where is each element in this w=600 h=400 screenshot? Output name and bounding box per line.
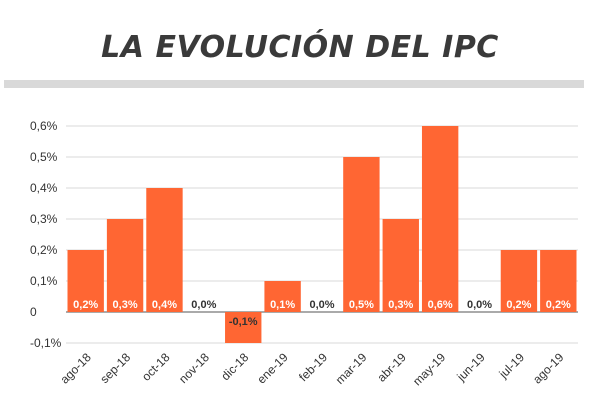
bar-jul-19 bbox=[500, 250, 538, 312]
x-tick-label: ago-19 bbox=[530, 350, 567, 387]
y-tick-label: 0,1% bbox=[30, 274, 58, 288]
y-tick-label: 0,6% bbox=[30, 119, 58, 133]
data-label: 0,5% bbox=[349, 299, 374, 311]
bar-ago-18 bbox=[67, 250, 104, 312]
bar-ago-19 bbox=[540, 250, 577, 312]
data-label: 0,2% bbox=[506, 299, 531, 311]
bar-may-19 bbox=[421, 126, 459, 312]
y-tick-label: 0,2% bbox=[30, 243, 58, 257]
x-tick-label: nov-18 bbox=[176, 350, 212, 386]
title-divider bbox=[4, 80, 584, 88]
chart-title: LA EVOLUCIÓN DEL IPC bbox=[101, 30, 499, 65]
data-label: 0,3% bbox=[388, 299, 413, 311]
bar-dic-18 bbox=[225, 312, 262, 343]
bar-ene-19 bbox=[264, 281, 301, 312]
bar-abr-19 bbox=[382, 219, 419, 312]
data-label: 0,1% bbox=[270, 299, 295, 311]
x-tick-label: mar-19 bbox=[333, 350, 370, 387]
y-tick-label: 0 bbox=[30, 305, 37, 319]
x-tick-label: may-19 bbox=[410, 350, 448, 388]
y-tick-label: 0,5% bbox=[30, 150, 58, 164]
data-label: 0,0% bbox=[191, 299, 216, 311]
x-tick-label: abr-19 bbox=[374, 350, 409, 385]
data-label: 0,2% bbox=[546, 299, 571, 311]
data-label: 0,0% bbox=[309, 299, 334, 311]
data-label: 0,6% bbox=[428, 299, 453, 311]
data-label: -0,1% bbox=[229, 316, 258, 328]
bar-oct-18 bbox=[146, 188, 183, 312]
x-tick-label: jul-19 bbox=[496, 350, 528, 382]
x-tick-label: dic-18 bbox=[218, 350, 251, 383]
x-tick-label: oct-18 bbox=[139, 350, 173, 384]
x-tick-label: feb-19 bbox=[296, 350, 330, 384]
data-label: 0,0% bbox=[467, 299, 492, 311]
x-tick-label: sep-18 bbox=[97, 350, 133, 386]
y-tick-label: 0,4% bbox=[30, 181, 58, 195]
x-tick-label: ago-18 bbox=[57, 350, 94, 387]
y-tick-label: -0,1% bbox=[30, 336, 62, 350]
x-tick-label: jun-19 bbox=[453, 350, 487, 384]
y-tick-label: 0,3% bbox=[30, 212, 58, 226]
data-label: 0,2% bbox=[73, 299, 98, 311]
x-tick-label: ene-19 bbox=[254, 350, 291, 387]
data-label: 0,4% bbox=[152, 299, 177, 311]
bar-sep-18 bbox=[106, 219, 144, 312]
data-label: 0,3% bbox=[113, 299, 138, 311]
bar-mar-19 bbox=[343, 157, 380, 312]
